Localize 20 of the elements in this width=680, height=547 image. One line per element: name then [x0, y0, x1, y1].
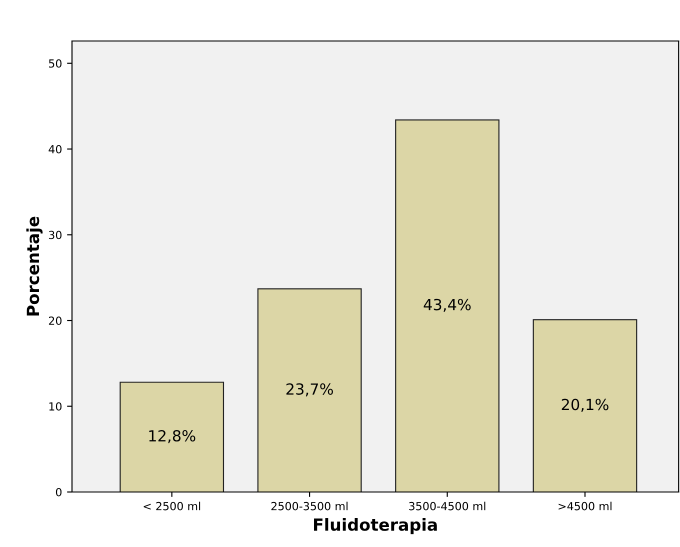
y-tick-label: 50	[48, 59, 62, 68]
x-tick-label: >4500 ml	[558, 502, 612, 510]
x-tick-label: 2500-3500 ml	[271, 502, 348, 510]
y-tick-label: 40	[48, 145, 62, 154]
x-tick-label: 3500-4500 ml	[409, 502, 486, 510]
bar	[532, 319, 638, 492]
y-tick-label: 30	[48, 230, 62, 240]
data-label: 23,7%	[286, 383, 333, 396]
data-label: 12,8%	[149, 430, 196, 444]
y-tick-label: 0	[56, 488, 62, 496]
y-tick-label: 10	[49, 402, 62, 411]
data-label: 43,4%	[424, 298, 471, 312]
y-axis-title: Porcentaje	[26, 216, 43, 316]
x-axis-title: Fluidoterapia	[314, 518, 437, 534]
x-tick-label: < 2500 ml	[144, 502, 200, 510]
bar	[257, 288, 362, 492]
bar	[395, 119, 500, 492]
data-label: 20,1%	[562, 398, 608, 412]
y-tick-label: 20	[48, 316, 62, 325]
bar	[120, 382, 224, 492]
